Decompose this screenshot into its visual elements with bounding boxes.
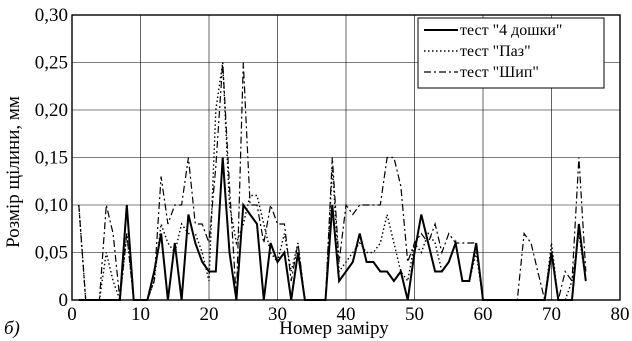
x-tick-label: 10 — [131, 304, 150, 325]
legend-label-1: тест "Паз" — [460, 43, 531, 60]
panel-label: б) — [4, 318, 20, 339]
x-tick-label: 60 — [474, 304, 493, 325]
series-line-2 — [78, 62, 587, 301]
tick-labels: 0 10 20 30 40 50 60 70 80 0 0,05 0,10 0,15 0,20 0,25 0,… — [35, 5, 630, 325]
series-line-1 — [78, 62, 587, 301]
y-tick-label: 0,15 — [35, 148, 68, 169]
y-tick-label: 0,05 — [35, 243, 68, 264]
series-lines — [78, 62, 587, 301]
x-tick-label: 30 — [268, 304, 287, 325]
x-tick-label: 20 — [200, 304, 219, 325]
x-tick-label: 40 — [337, 304, 356, 325]
legend-label-2: тест "Шип" — [460, 64, 539, 81]
legend: тест "4 дошки" тест "Паз" тест "Шип" — [417, 17, 605, 89]
y-tick-label: 0,20 — [35, 100, 68, 121]
y-tick-label: 0,10 — [35, 195, 68, 216]
legend-label-0: тест "4 дошки" — [460, 22, 562, 39]
y-tick-label: 0 — [59, 290, 69, 311]
x-tick-label: 50 — [405, 304, 424, 325]
x-tick-label: 80 — [611, 304, 630, 325]
y-axis-title: Розмір щілини, мм — [3, 96, 24, 248]
y-tick-label: 0,25 — [35, 53, 68, 74]
x-tick-label: 70 — [542, 304, 561, 325]
plot-frame — [71, 14, 621, 301]
x-tick-label: 0 — [67, 304, 77, 325]
x-axis-title: Номер заміру — [279, 318, 389, 339]
y-tick-label: 0,30 — [35, 5, 68, 26]
